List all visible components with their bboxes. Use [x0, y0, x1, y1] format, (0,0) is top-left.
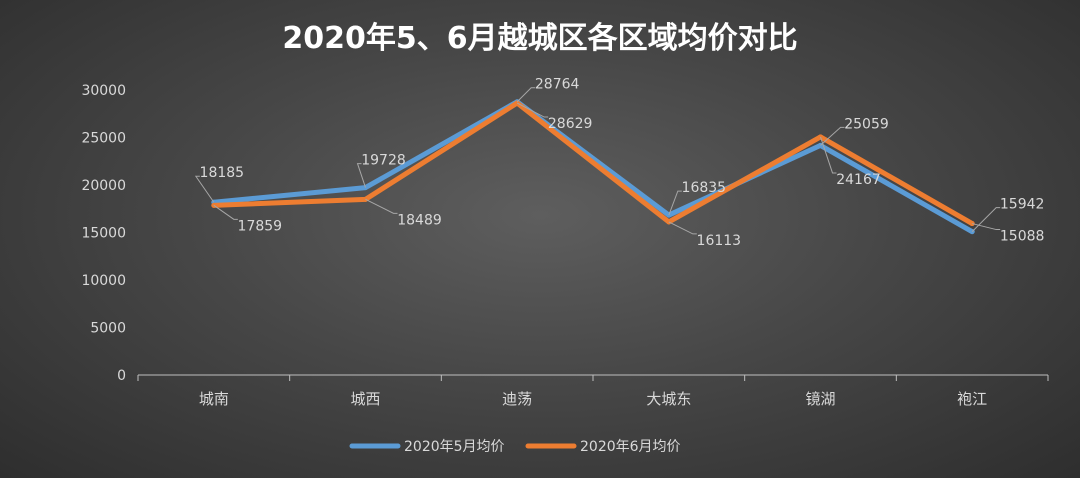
leader-line — [356, 163, 366, 188]
data-label: 16113 — [697, 233, 742, 249]
leader-line — [194, 175, 215, 203]
data-label: 15088 — [1000, 229, 1045, 245]
y-tick-label: 5000 — [90, 321, 126, 337]
leader-line — [820, 126, 845, 146]
series-line-1 — [211, 99, 975, 235]
legend-label-1: 2020年5月均价 — [404, 439, 505, 455]
legend-label-2: 2020年6月均价 — [580, 439, 681, 455]
x-category-label: 袍江 — [957, 390, 987, 408]
series-line-2 — [211, 100, 975, 227]
data-label: 17859 — [238, 218, 283, 234]
data-label: 25059 — [844, 116, 889, 132]
x-category-label: 迪荡 — [502, 390, 532, 408]
data-label: 24167 — [836, 172, 881, 188]
leader-line — [365, 198, 398, 214]
x-category-label: 大城东 — [646, 390, 691, 408]
leader-line — [668, 221, 697, 235]
y-tick-label: 30000 — [81, 83, 126, 99]
y-tick-label: 10000 — [81, 273, 126, 289]
leader-line — [972, 223, 1001, 231]
leader-line — [971, 207, 1001, 233]
axis-layer: 0 5000 10000 15000 20000 25000 30000 城南 城西 迪荡 大城东 镜… — [81, 83, 1049, 408]
data-label: 16835 — [682, 180, 727, 196]
leader-line — [820, 136, 837, 174]
leader-line — [516, 87, 536, 103]
y-tick-label: 25000 — [81, 131, 126, 147]
x-category-label: 城南 — [199, 390, 229, 408]
leader-line — [516, 102, 549, 118]
y-tick-label: 0 — [117, 368, 126, 384]
x-category-label: 镜湖 — [805, 390, 835, 408]
data-label: 18489 — [397, 212, 442, 228]
data-label: 28764 — [535, 77, 580, 93]
leader-line — [213, 204, 238, 220]
leader-line — [668, 190, 682, 216]
y-tick-label: 15000 — [81, 226, 126, 242]
data-label: 28629 — [548, 116, 593, 132]
data-label: 19728 — [361, 153, 406, 169]
data-label-layer: 18185 19728 28764 16835 25059 15942 17859 18489… — [194, 77, 1045, 249]
data-label: 15942 — [1000, 197, 1045, 213]
x-category-label: 城西 — [350, 390, 380, 408]
y-tick-label: 20000 — [81, 178, 126, 194]
legend: 2020年5月均价 2020年6月均价 — [349, 439, 681, 455]
chart-title: 2020年5、6月越城区各区域均价对比 — [282, 21, 797, 56]
data-label: 18185 — [200, 165, 245, 181]
